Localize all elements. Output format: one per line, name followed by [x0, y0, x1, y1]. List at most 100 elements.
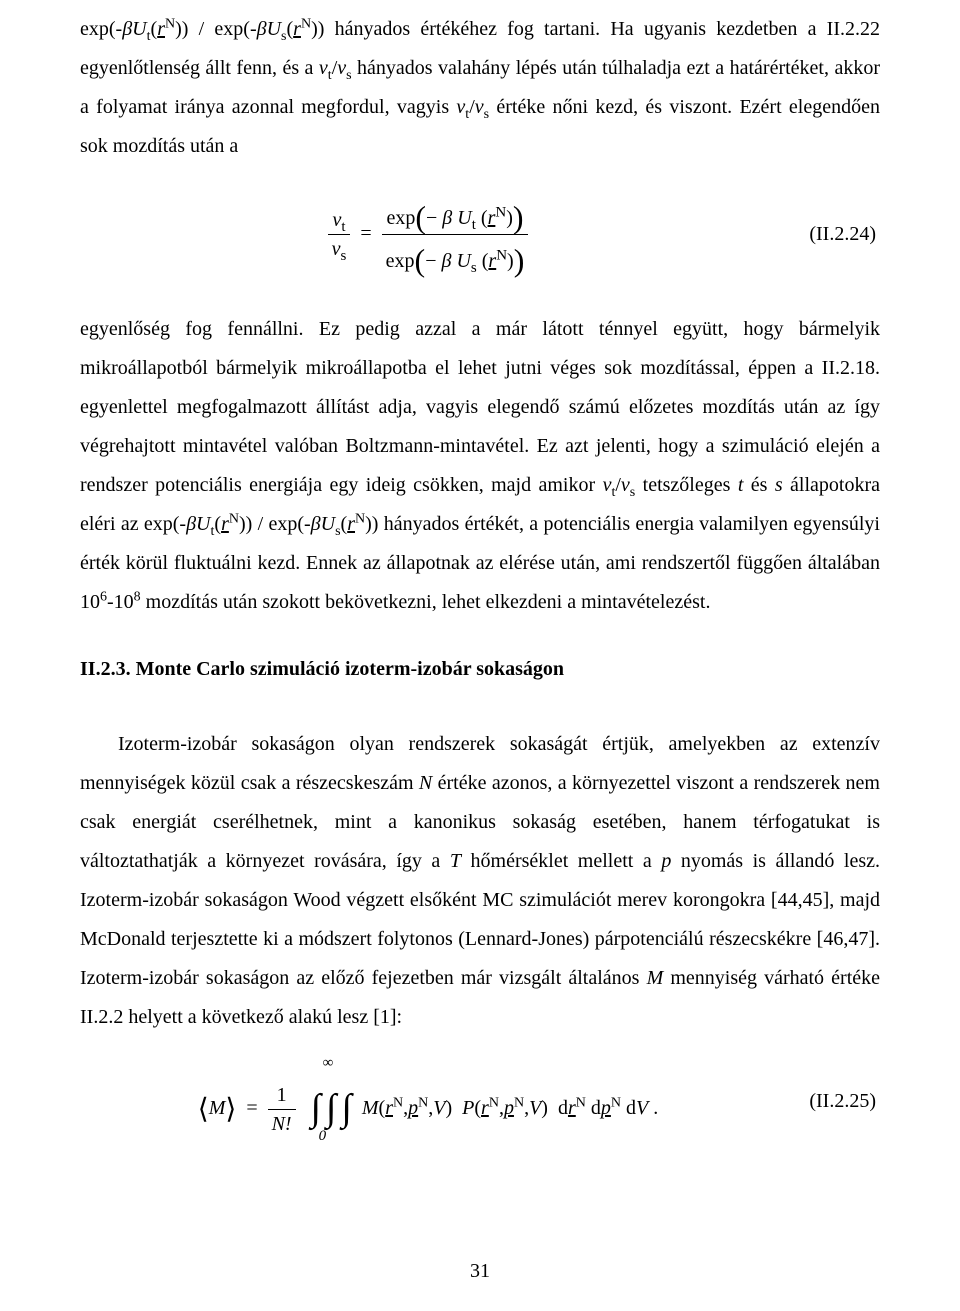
math-V: V — [529, 1097, 541, 1119]
math-V: V — [636, 1097, 648, 1119]
text: hőmérséklet mellett a — [461, 850, 661, 872]
text: és — [743, 474, 774, 496]
math-s: s — [775, 474, 783, 496]
int-lim-zero: 0 — [319, 1122, 327, 1151]
math-nu: ν — [332, 209, 341, 231]
sup-N: N — [514, 1095, 524, 1110]
sup-6: 6 — [100, 589, 107, 604]
text: )) / exp(- — [175, 18, 257, 40]
math-beta: β — [186, 513, 196, 535]
math-nu: ν — [332, 238, 341, 260]
equation-2-25: ⟨M⟩ = 1 N! ∞ ∫ 0 ∫ ∫ M(rN,pN,V) P(rN,pN,… — [80, 1065, 880, 1139]
math-nu: ν — [319, 57, 328, 79]
sup-N: N — [496, 248, 507, 264]
section-heading: II.2.3. Monte Carlo szimuláció izoterm-i… — [80, 650, 880, 689]
math-beta: β — [441, 250, 451, 272]
text: )) / exp(- — [239, 513, 311, 535]
math-beta: β — [122, 18, 132, 40]
math-exp: exp — [386, 250, 415, 272]
sub-t: t — [147, 29, 151, 44]
math-r: r — [568, 1097, 576, 1119]
sup-N: N — [418, 1095, 428, 1110]
int-lim-inf: ∞ — [323, 1049, 334, 1078]
page: exp(-βUt(rN)) / exp(-βUs(rN)) hányados é… — [0, 0, 960, 1311]
math-p: p — [504, 1097, 514, 1119]
text: exp(- — [80, 18, 122, 40]
sub-s: s — [341, 248, 347, 264]
text: tetszőleges — [635, 474, 738, 496]
sup-N: N — [576, 1095, 586, 1110]
math-nu: ν — [621, 474, 630, 496]
math-minus: − — [425, 250, 436, 272]
math-p: p — [661, 850, 671, 872]
paragraph-1: exp(-βUt(rN)) / exp(-βUs(rN)) hányados é… — [80, 10, 880, 166]
math-U: U — [456, 250, 470, 272]
math-d: d — [591, 1097, 601, 1119]
math-M: M — [209, 1097, 226, 1119]
equation-body: νt νs = exp(− β Ut (rN)) exp(− β Us (rN)… — [80, 194, 776, 276]
equation-number: (II.2.24) — [776, 215, 880, 254]
sub-t: t — [341, 219, 345, 235]
math-U: U — [196, 513, 210, 535]
math-N: N — [419, 772, 432, 794]
math-r: r — [347, 513, 355, 535]
equation-body: ⟨M⟩ = 1 N! ∞ ∫ 0 ∫ ∫ M(rN,pN,V) P(rN,pN,… — [80, 1065, 776, 1139]
text: egyenlőség fog fennállni. Ez pedig azzal… — [80, 318, 880, 496]
sup-N: N — [301, 16, 311, 31]
math-dot: . — [653, 1097, 658, 1119]
math-beta: β — [311, 513, 321, 535]
frac-one-over-Nfact: 1 N! — [268, 1083, 296, 1136]
sub-t: t — [211, 524, 215, 539]
math-P: P — [462, 1097, 474, 1119]
math-M: M — [362, 1097, 379, 1119]
integral-2: ∫ — [326, 1087, 336, 1129]
sup-N: N — [229, 511, 239, 526]
math-p: p — [601, 1097, 611, 1119]
integral-3: ∫ — [341, 1087, 351, 1129]
math-d: d — [626, 1097, 636, 1119]
math-p: p — [408, 1097, 418, 1119]
sub-s: s — [281, 29, 286, 44]
math-U: U — [457, 207, 471, 229]
math-beta: β — [442, 207, 452, 229]
sup-N: N — [495, 204, 506, 220]
math-T: T — [450, 850, 461, 872]
math-V: V — [433, 1097, 445, 1119]
math-nu: ν — [475, 96, 484, 118]
sub-s: s — [335, 524, 340, 539]
paragraph-2: egyenlőség fog fennállni. Ez pedig azzal… — [80, 310, 880, 622]
integral-1: ∞ ∫ 0 — [311, 1065, 321, 1139]
text: mozdítás után szokott bekövetkezni, lehe… — [141, 591, 711, 613]
math-one: 1 — [277, 1084, 287, 1106]
math-M: M — [647, 967, 664, 989]
math-d: d — [558, 1097, 568, 1119]
math-eq: = — [246, 1097, 257, 1119]
math-exp: exp — [386, 207, 415, 229]
math-r: r — [481, 1097, 489, 1119]
equation-2-24: νt νs = exp(− β Ut (rN)) exp(− β Us (rN)… — [80, 194, 880, 276]
frac-nu: νt νs — [328, 208, 351, 261]
math-minus: − — [426, 207, 437, 229]
equation-number: (II.2.25) — [776, 1082, 880, 1121]
paragraph-3: Izoterm-izobár sokaságon olyan rendszere… — [80, 725, 880, 1037]
page-number: 31 — [0, 1252, 960, 1291]
math-r: r — [385, 1097, 393, 1119]
text: -10 — [107, 591, 134, 613]
math-U: U — [132, 18, 146, 40]
sub-t: t — [472, 217, 476, 233]
sub-s: s — [471, 260, 477, 276]
sup-8: 8 — [134, 589, 141, 604]
math-r: r — [157, 18, 165, 40]
sup-N: N — [489, 1095, 499, 1110]
sup-N: N — [355, 511, 365, 526]
math-U: U — [321, 513, 335, 535]
math-beta: β — [257, 18, 267, 40]
sup-N: N — [611, 1095, 621, 1110]
sup-N: N — [393, 1095, 403, 1110]
math-nu: ν — [456, 96, 465, 118]
math-U: U — [267, 18, 281, 40]
math-nu: ν — [337, 57, 346, 79]
math-r: r — [221, 513, 229, 535]
math-eq: = — [360, 222, 371, 244]
angle-left: ⟨ — [198, 1094, 209, 1125]
